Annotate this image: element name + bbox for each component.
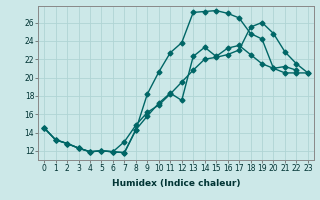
X-axis label: Humidex (Indice chaleur): Humidex (Indice chaleur)	[112, 179, 240, 188]
